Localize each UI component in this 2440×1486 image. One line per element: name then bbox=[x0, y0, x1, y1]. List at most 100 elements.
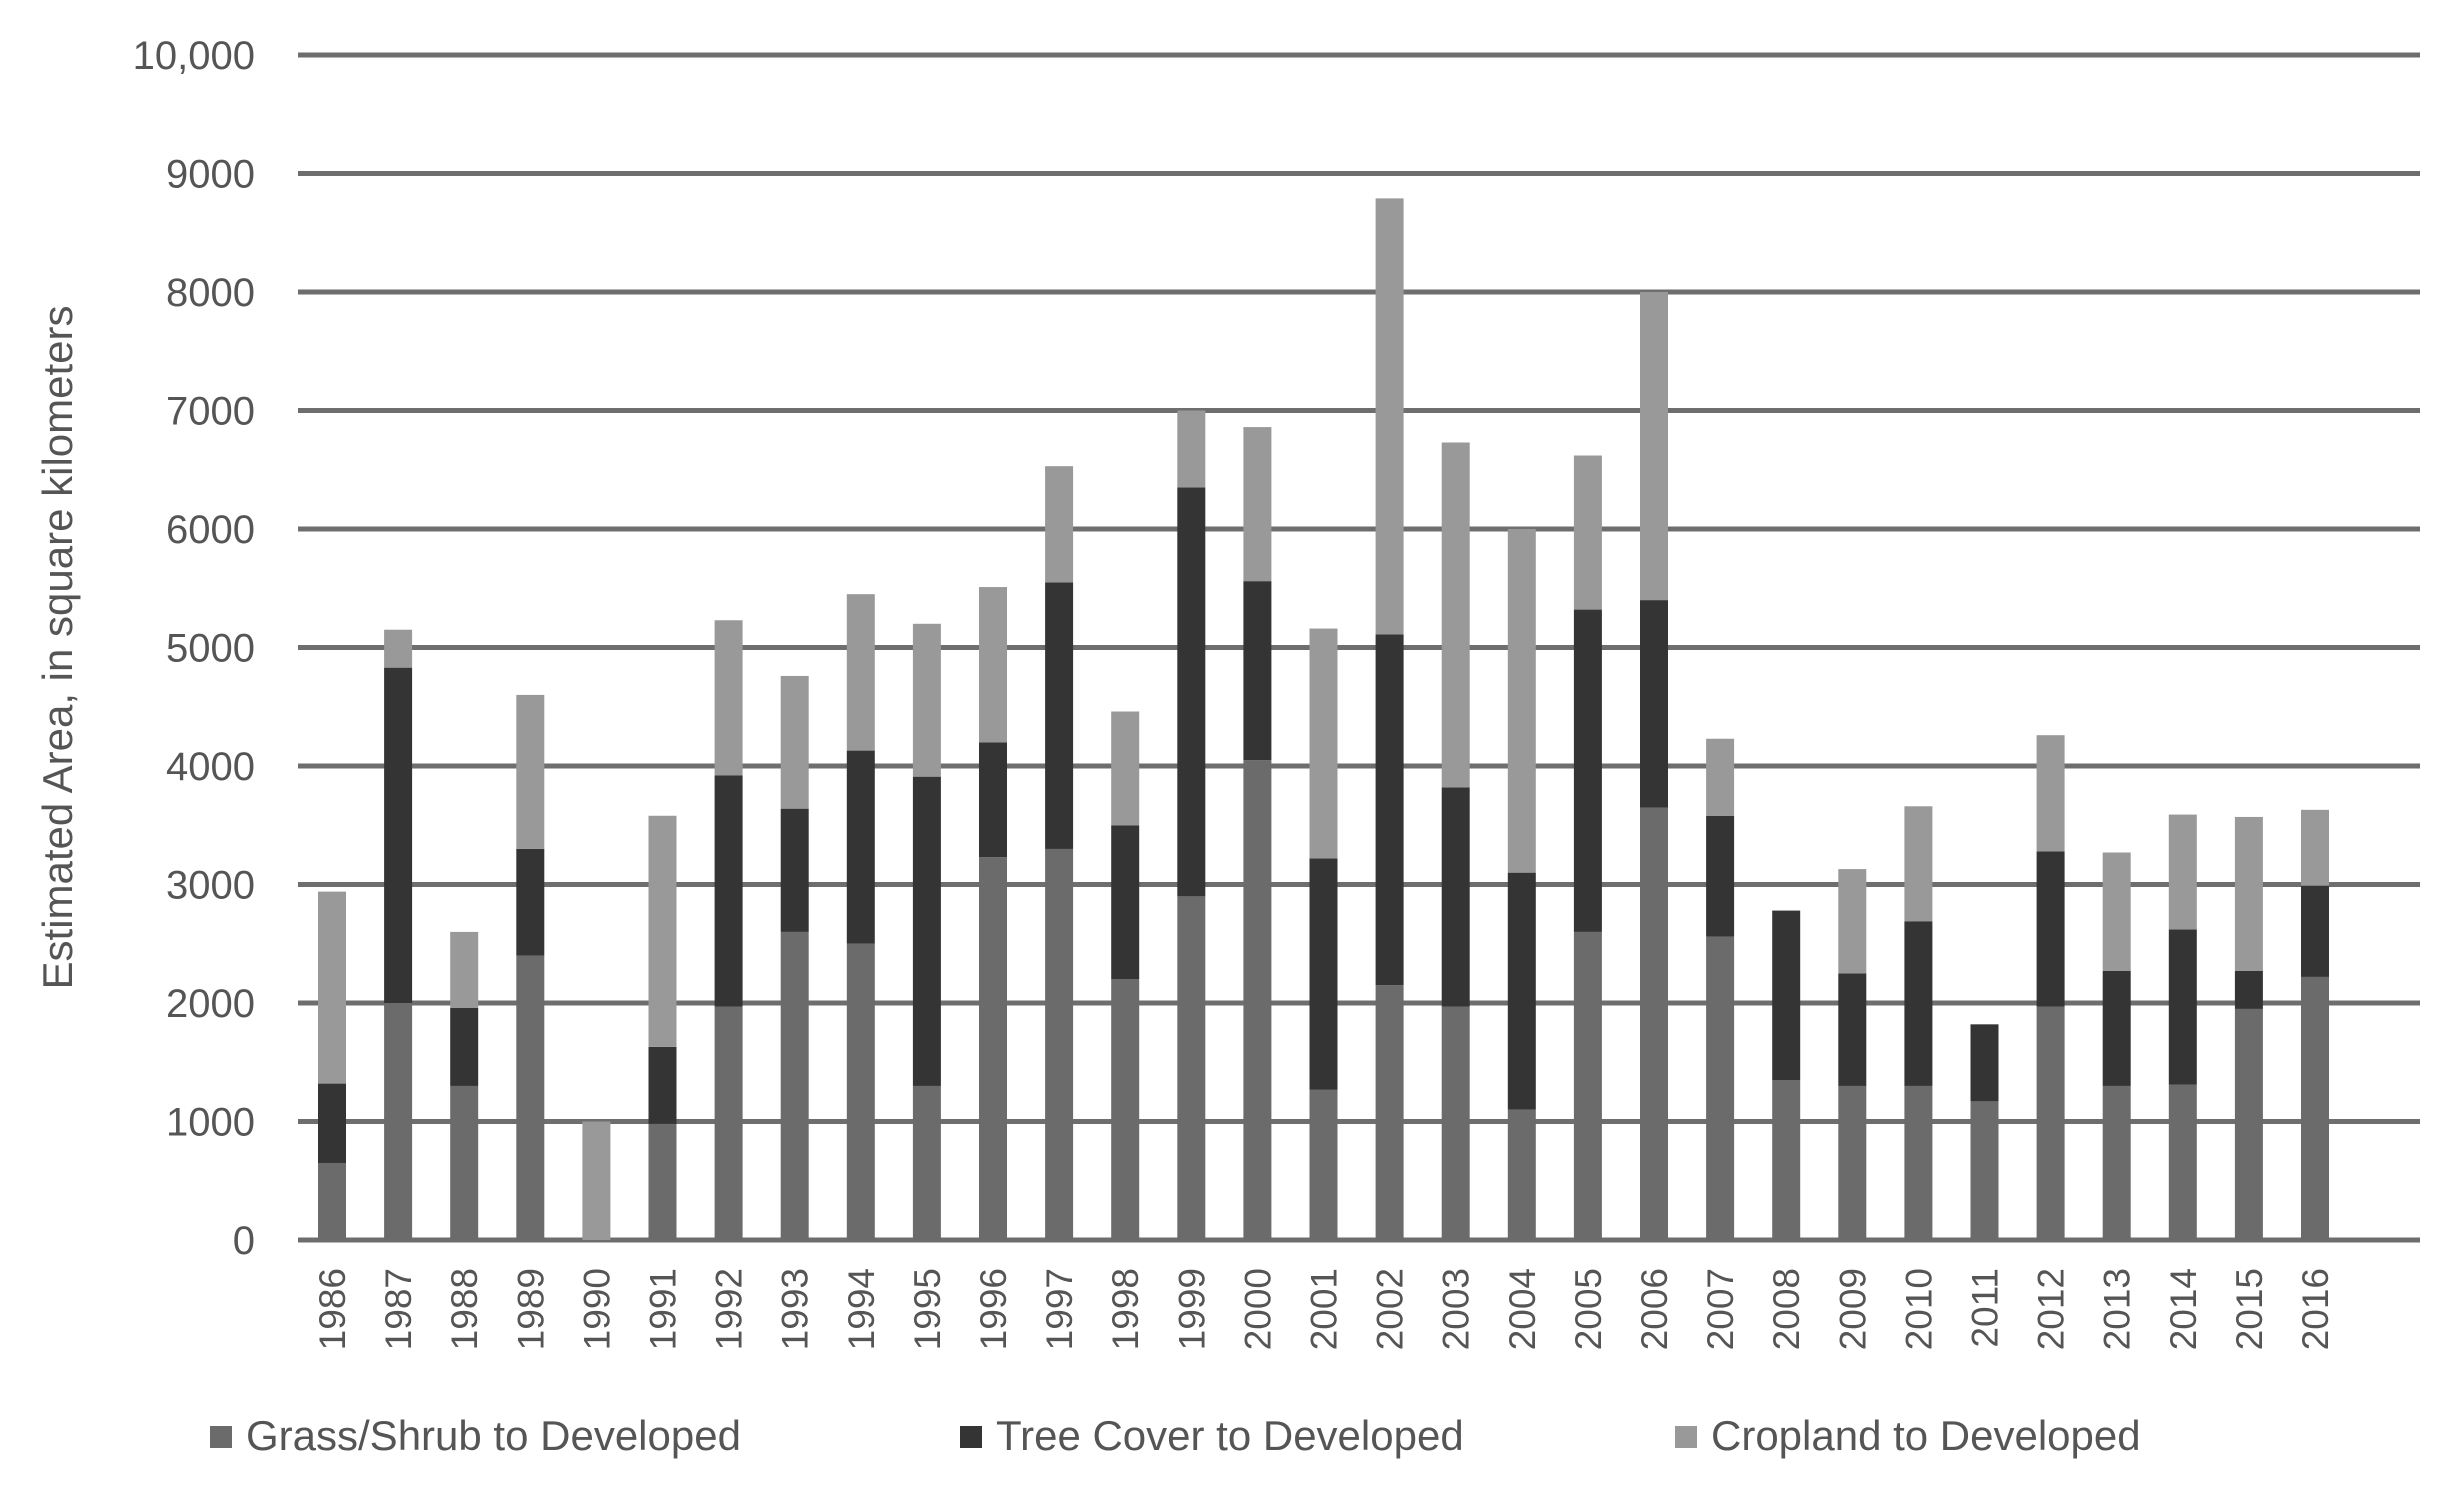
legend-swatch-tree-cover bbox=[960, 1426, 982, 1448]
bar-segment-tree-cover bbox=[648, 1046, 677, 1124]
x-tick-label: 2004 bbox=[1502, 1268, 1543, 1350]
bar-segment-cropland bbox=[2102, 852, 2131, 972]
bar-segment-cropland bbox=[1706, 738, 1735, 816]
bar-segment-cropland bbox=[979, 587, 1007, 743]
bar-segment-cropland bbox=[318, 891, 346, 1084]
x-tick-label: 2002 bbox=[1370, 1268, 1411, 1350]
legend-label-cropland: Cropland to Developed bbox=[1711, 1412, 2141, 1459]
x-tick-label: 2016 bbox=[2295, 1268, 2336, 1350]
bar-segment-tree-cover bbox=[1640, 600, 1668, 808]
bar-segment-grass-shrub bbox=[714, 1006, 743, 1240]
y-tick-label: 4000 bbox=[166, 745, 255, 789]
legend-swatch-grass-shrub bbox=[210, 1426, 232, 1448]
bar-segment-grass-shrub bbox=[1243, 760, 1272, 1240]
bar-segment-tree-cover bbox=[1573, 609, 1602, 932]
bar-segment-grass-shrub bbox=[1706, 936, 1735, 1240]
y-tick-label: 6000 bbox=[166, 508, 255, 552]
bar-segment-grass-shrub bbox=[1573, 931, 1602, 1240]
x-tick-label: 1994 bbox=[841, 1268, 882, 1350]
bar-segment-tree-cover bbox=[979, 742, 1007, 858]
bar-segment-grass-shrub bbox=[2036, 1006, 2065, 1240]
x-tick-label: 2010 bbox=[1898, 1268, 1939, 1350]
bar-segment-grass-shrub bbox=[516, 955, 545, 1240]
x-tick-label: 2001 bbox=[1304, 1268, 1345, 1350]
bar-segment-tree-cover bbox=[1706, 815, 1735, 937]
x-tick-label: 2009 bbox=[1832, 1268, 1873, 1350]
bar-segment-cropland bbox=[2036, 735, 2065, 852]
x-tick-label: 2011 bbox=[1965, 1268, 2006, 1348]
x-tick-label: 2007 bbox=[1700, 1268, 1741, 1350]
bar-segment-tree-cover bbox=[780, 808, 809, 932]
x-tick-label: 1986 bbox=[312, 1268, 353, 1350]
bar-segment-grass-shrub bbox=[1838, 1085, 1867, 1240]
bar-segment-cropland bbox=[1904, 806, 1933, 922]
bar-segment-grass-shrub bbox=[1045, 848, 1074, 1240]
bar-segment-grass-shrub bbox=[1375, 985, 1404, 1240]
y-tick-label: 0 bbox=[233, 1219, 255, 1263]
x-tick-label: 1998 bbox=[1105, 1268, 1146, 1350]
bar-segment-cropland bbox=[1309, 628, 1338, 859]
y-axis-title: Estimated Area, in square kilometers bbox=[34, 306, 81, 990]
bar-segment-tree-cover bbox=[1177, 487, 1206, 897]
bar-segment-tree-cover bbox=[1111, 825, 1140, 980]
bar-segment-grass-shrub bbox=[780, 931, 809, 1240]
legend-swatch-cropland bbox=[1675, 1426, 1697, 1448]
bar-segment-cropland bbox=[2301, 809, 2329, 886]
bar-segment-tree-cover bbox=[2168, 929, 2197, 1085]
y-tick-label: 2000 bbox=[166, 982, 255, 1026]
bar-segment-grass-shrub bbox=[384, 1003, 413, 1240]
bar-segment-tree-cover bbox=[1309, 858, 1338, 1090]
y-tick-label: 7000 bbox=[166, 390, 255, 434]
bar-segment-grass-shrub bbox=[2301, 976, 2329, 1240]
bar-segment-tree-cover bbox=[450, 1007, 479, 1086]
x-tick-label: 1991 bbox=[643, 1268, 684, 1350]
bar-segment-cropland bbox=[846, 594, 875, 751]
bar-segment-grass-shrub bbox=[648, 1123, 677, 1240]
bar-segment-grass-shrub bbox=[1111, 979, 1140, 1240]
bar-segment-tree-cover bbox=[318, 1083, 346, 1163]
bar-segment-tree-cover bbox=[384, 667, 413, 1003]
x-tick-label: 1996 bbox=[973, 1268, 1014, 1350]
bar-segment-cropland bbox=[1243, 427, 1272, 582]
bar-segment-tree-cover bbox=[1243, 581, 1272, 761]
bars bbox=[318, 198, 2329, 1240]
bar-segment-tree-cover bbox=[1375, 634, 1404, 986]
bar-segment-grass-shrub bbox=[912, 1085, 941, 1240]
x-tick-label: 2015 bbox=[2229, 1268, 2270, 1350]
x-tick-label: 2003 bbox=[1436, 1268, 1477, 1350]
legend-label-grass-shrub: Grass/Shrub to Developed bbox=[246, 1412, 741, 1459]
bar-segment-grass-shrub bbox=[1772, 1080, 1801, 1240]
legend: Grass/Shrub to Developed Tree Cover to De… bbox=[210, 1412, 2141, 1459]
y-tick-label: 3000 bbox=[166, 864, 255, 908]
bar-segment-tree-cover bbox=[1838, 973, 1867, 1086]
x-tick-label: 1990 bbox=[576, 1268, 617, 1350]
bar-segment-grass-shrub bbox=[846, 943, 875, 1240]
y-tick-label: 8000 bbox=[166, 271, 255, 315]
bar-segment-tree-cover bbox=[846, 750, 875, 944]
bar-segment-grass-shrub bbox=[1970, 1101, 1999, 1240]
x-tick-label: 2000 bbox=[1237, 1268, 1278, 1350]
bar-segment-tree-cover bbox=[516, 848, 545, 956]
bar-segment-grass-shrub bbox=[2234, 1008, 2263, 1240]
bar-segment-cropland bbox=[1573, 455, 1602, 610]
x-tick-label: 1987 bbox=[378, 1268, 419, 1350]
x-tick-label: 1993 bbox=[775, 1268, 816, 1350]
bar-segment-cropland bbox=[582, 1121, 611, 1240]
x-tick-label: 1992 bbox=[709, 1268, 750, 1350]
x-tick-label: 1995 bbox=[907, 1268, 948, 1350]
bar-segment-cropland bbox=[1111, 711, 1140, 826]
bar-segment-cropland bbox=[450, 931, 479, 1008]
bar-segment-cropland bbox=[1375, 198, 1404, 635]
x-tick-label: 1989 bbox=[510, 1268, 551, 1350]
bar-segment-grass-shrub bbox=[2102, 1085, 2131, 1240]
bar-segment-tree-cover bbox=[1441, 787, 1470, 1007]
y-axis-ticks: 0 1000 2000 3000 4000 5000 6000 7000 8000 9000 10,… bbox=[133, 34, 255, 1263]
bar-segment-grass-shrub bbox=[1507, 1109, 1536, 1240]
bar-segment-cropland bbox=[1838, 869, 1867, 974]
bar-segment-cropland bbox=[1177, 410, 1206, 488]
y-tick-label: 10,000 bbox=[133, 34, 255, 78]
bar-segment-grass-shrub bbox=[979, 857, 1007, 1240]
gridlines bbox=[298, 52, 2420, 1243]
bar-segment-grass-shrub bbox=[1640, 807, 1668, 1240]
